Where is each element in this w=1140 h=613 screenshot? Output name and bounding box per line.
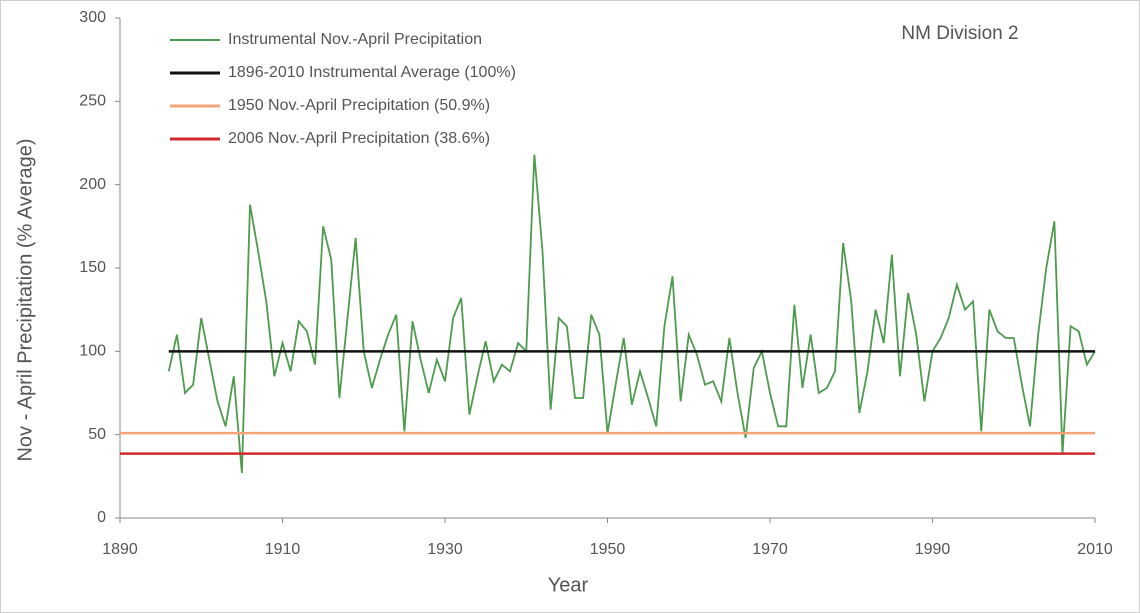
y-tick-label: 100	[79, 343, 106, 360]
x-tick-label: 1910	[265, 541, 301, 558]
x-tick-label: 1970	[752, 541, 788, 558]
annotation: NM Division 2	[901, 23, 1018, 44]
series-line	[167, 154, 1096, 474]
x-tick-label: 2010	[1077, 541, 1113, 558]
legend-label: 2006 Nov.-April Precipitation (38.6%)	[228, 130, 490, 147]
y-axis-title: Nov - April Precipitation (% Average)	[14, 138, 36, 461]
y-tick-label: 150	[79, 259, 106, 276]
legend-label: Instrumental Nov.-April Precipitation	[228, 31, 482, 48]
x-tick-label: 1890	[102, 541, 138, 558]
y-tick-label: 300	[79, 9, 106, 26]
x-tick-label: 1950	[590, 541, 626, 558]
x-tick-label: 1990	[915, 541, 951, 558]
y-tick-label: 200	[79, 176, 106, 193]
legend-label: 1950 Nov.-April Precipitation (50.9%)	[228, 97, 490, 114]
x-tick-label: 1930	[427, 541, 463, 558]
y-tick-label: 0	[97, 509, 106, 526]
x-axis-title: Year	[548, 574, 589, 596]
legend-label: 1896-2010 Instrumental Average (100%)	[228, 64, 516, 81]
y-tick-label: 250	[79, 93, 106, 110]
y-tick-label: 50	[88, 426, 106, 443]
